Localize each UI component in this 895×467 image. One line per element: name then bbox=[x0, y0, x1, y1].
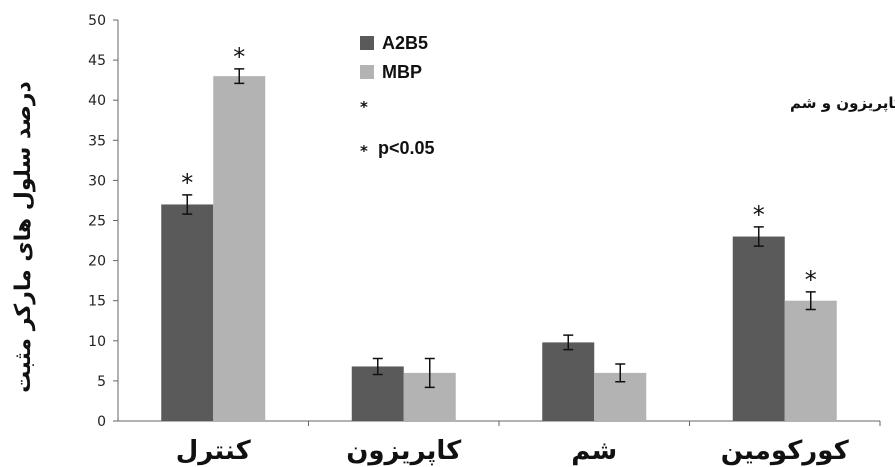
y-tick-label: 0 bbox=[97, 414, 106, 430]
bar-a2b5 bbox=[351, 366, 404, 421]
error-bar bbox=[563, 334, 574, 351]
x-category-label: کورکومین bbox=[721, 436, 850, 466]
error-bar bbox=[182, 194, 193, 215]
legend-note-comparison: در مقایسه با گروه های کاپریزون و شم bbox=[790, 94, 895, 113]
error-bar bbox=[372, 357, 383, 376]
bars: * * * * bbox=[161, 43, 837, 421]
x-category-label: کاپریزون bbox=[346, 436, 462, 466]
y-tick-label: 5 bbox=[97, 374, 106, 390]
significance-star: * bbox=[753, 201, 765, 229]
legend-label-a2b5: A2B5 bbox=[382, 33, 428, 53]
legend-note-pvalue: p<0.05 bbox=[378, 138, 435, 158]
x-axis-categories: کنترل کاپریزون شم کورکومین bbox=[176, 421, 881, 466]
x-category-label: شم bbox=[571, 436, 617, 466]
bar-a2b5 bbox=[732, 236, 785, 421]
y-tick-label: 50 bbox=[88, 13, 106, 29]
error-bar bbox=[424, 357, 435, 389]
legend-label-mbp: MBP bbox=[382, 62, 422, 82]
y-tick-label: 30 bbox=[88, 173, 106, 189]
y-tick-label: 35 bbox=[88, 133, 106, 149]
y-tick-label: 15 bbox=[88, 294, 106, 310]
error-bar bbox=[753, 226, 764, 247]
y-tick-label: 40 bbox=[88, 93, 106, 109]
legend-swatch-mbp bbox=[360, 65, 374, 79]
y-axis-label: درصد سلول های مارکر مثبت bbox=[11, 81, 36, 393]
error-bar bbox=[615, 363, 626, 383]
bar-a2b5 bbox=[161, 204, 214, 421]
legend-note-star-p: * bbox=[360, 142, 368, 160]
significance-star: * bbox=[805, 266, 817, 294]
y-tick-label: 45 bbox=[88, 53, 106, 69]
bar-a2b5 bbox=[542, 342, 595, 421]
y-tick-label: 10 bbox=[88, 334, 106, 350]
legend-swatch-a2b5 bbox=[360, 36, 374, 50]
error-bar bbox=[805, 291, 816, 311]
y-axis-ticks: 0 5 10 15 20 25 30 35 40 45 50 bbox=[88, 13, 118, 430]
legend-note-star: * bbox=[360, 98, 368, 116]
y-tick-label: 25 bbox=[88, 214, 106, 230]
x-category-label: کنترل bbox=[176, 436, 252, 466]
significance-star: * bbox=[181, 169, 193, 197]
bar-mbp bbox=[784, 300, 837, 421]
significance-star: * bbox=[233, 43, 245, 71]
bar-mbp bbox=[213, 76, 266, 421]
y-tick-label: 20 bbox=[88, 254, 106, 270]
legend: A2B5 MBP * در مقایسه با گروه های کاپریزو… bbox=[360, 33, 895, 160]
error-bar bbox=[234, 68, 245, 85]
y-axis-label-group: درصد سلول های مارکر مثبت bbox=[11, 81, 36, 393]
